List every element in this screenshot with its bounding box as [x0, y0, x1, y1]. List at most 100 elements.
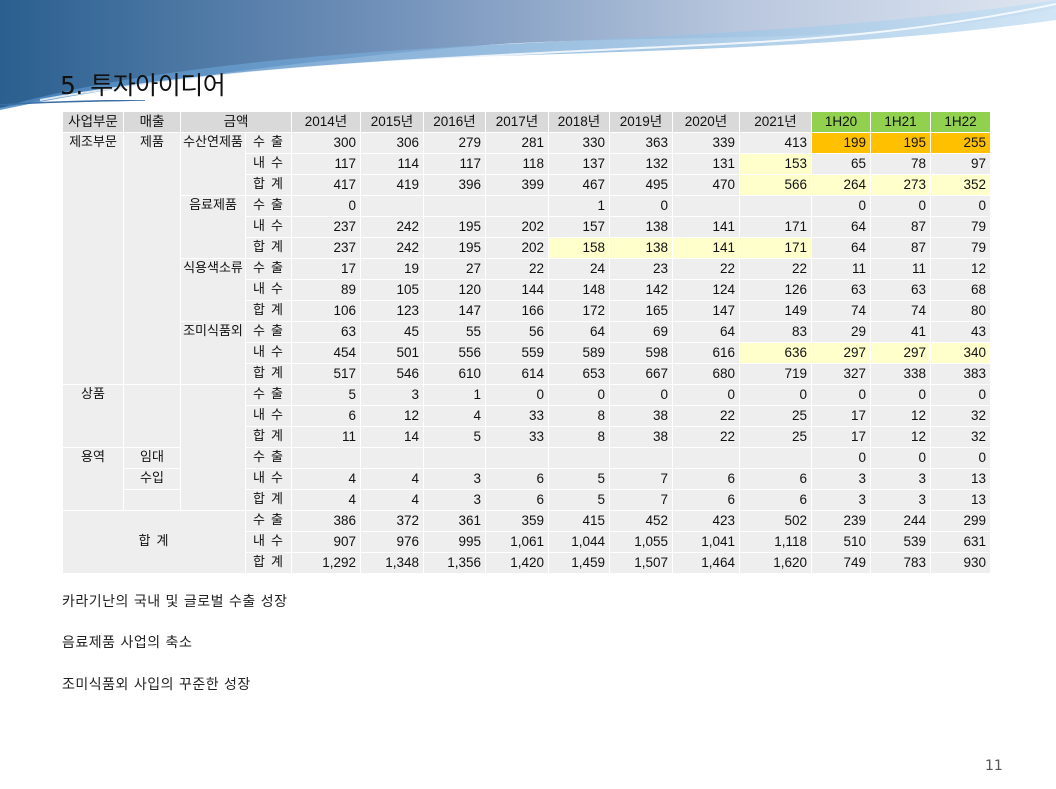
header-cell: 매출 [123, 111, 181, 133]
table-cell: 199 [811, 132, 871, 154]
table-cell: 363 [609, 132, 673, 154]
table-cell: 32 [930, 405, 991, 427]
table-cell: 589 [548, 342, 610, 364]
table-row: 내 수 237 242 195 202 157 138 141 171 64 87 79 [63, 216, 991, 238]
table-cell: 195 [423, 216, 486, 238]
table-cell: 1 [548, 195, 610, 217]
table-row: 내 수 117 114 117 118 137 132 131 153 65 78 97 [63, 153, 991, 175]
table-cell: 1,041 [672, 531, 740, 553]
table-cell [609, 447, 673, 469]
table-cell: 244 [870, 510, 931, 532]
header-cell: 1H20 [811, 111, 871, 133]
table-cell: 415 [548, 510, 610, 532]
table-cell: 559 [485, 342, 549, 364]
table-cell: 995 [423, 531, 486, 553]
table-cell: 279 [423, 132, 486, 154]
row-sublabel: 합 계 [245, 552, 292, 574]
table-cell: 195 [870, 132, 931, 154]
table-cell: 17 [291, 258, 361, 280]
table-cell: 5 [548, 468, 610, 490]
table-cell: 1,292 [291, 552, 361, 574]
table-cell: 255 [930, 132, 991, 154]
table-cell: 454 [291, 342, 361, 364]
table-cell: 306 [360, 132, 424, 154]
table-cell: 299 [930, 510, 991, 532]
table-cell: 273 [870, 174, 931, 196]
table-cell: 105 [360, 279, 424, 301]
table-cell: 74 [870, 300, 931, 322]
table-cell: 3 [423, 489, 486, 511]
table-cell: 4 [291, 489, 361, 511]
table-cell: 4 [291, 468, 361, 490]
table-cell: 64 [548, 321, 610, 343]
row-sublabel: 내 수 [245, 342, 292, 364]
table-row: 수입 내 수 4 4 3 6 5 7 6 6 3 3 13 [63, 468, 991, 490]
table-cell: 22 [672, 426, 740, 448]
table-cell: 38 [609, 426, 673, 448]
table-cell: 1,507 [609, 552, 673, 574]
table-cell: 976 [360, 531, 424, 553]
table-cell: 17 [811, 426, 871, 448]
table-cell: 69 [609, 321, 673, 343]
table-row: 내 수 89 105 120 144 148 142 124 126 63 63 68 [63, 279, 991, 301]
table-cell: 12 [870, 405, 931, 427]
header-wave-decoration [0, 0, 1056, 110]
header-cell: 사업부문 [62, 111, 124, 133]
table-cell: 87 [870, 216, 931, 238]
table-cell: 359 [485, 510, 549, 532]
header-cell: 1H22 [930, 111, 991, 133]
table-cell: 610 [423, 363, 486, 385]
row-label-service: 용역 [62, 447, 124, 511]
table-cell: 147 [423, 300, 486, 322]
table-row: 합 계 417 419 396 399 467 495 470 566 264 273 352 [63, 174, 991, 196]
table-cell: 0 [672, 384, 740, 406]
table-cell: 202 [485, 237, 549, 259]
table-cell: 0 [811, 384, 871, 406]
table-cell: 383 [930, 363, 991, 385]
table-cell: 327 [811, 363, 871, 385]
table-cell: 0 [609, 195, 673, 217]
table-cell: 470 [672, 174, 740, 196]
table-cell: 0 [485, 384, 549, 406]
table-cell: 352 [930, 174, 991, 196]
table-cell: 0 [811, 195, 871, 217]
page-number: 11 [985, 758, 1003, 774]
table-cell: 141 [672, 216, 740, 238]
header-cell: 2015년 [360, 111, 424, 133]
table-cell: 8 [548, 426, 610, 448]
header-cell: 2018년 [548, 111, 610, 133]
table-cell: 6 [672, 489, 740, 511]
table-cell: 5 [548, 489, 610, 511]
table-cell: 1,420 [485, 552, 549, 574]
table-cell: 19 [360, 258, 424, 280]
table-cell: 614 [485, 363, 549, 385]
table-cell: 64 [672, 321, 740, 343]
table-cell: 171 [739, 216, 812, 238]
table-cell: 87 [870, 237, 931, 259]
note-1: 카라기난의 국내 및 글로벌 수출 성장 [62, 594, 288, 610]
table-cell: 6 [485, 489, 549, 511]
table-cell: 372 [360, 510, 424, 532]
table-cell [739, 195, 812, 217]
row-sublabel: 수 출 [245, 321, 292, 343]
row-sublabel: 합 계 [245, 363, 292, 385]
table-cell: 24 [548, 258, 610, 280]
row-label-goods: 상품 [62, 384, 124, 448]
table-cell: 616 [672, 342, 740, 364]
table-cell: 22 [485, 258, 549, 280]
header-cell: 1H21 [870, 111, 931, 133]
table-cell: 38 [609, 405, 673, 427]
header-cell: 금액 [180, 111, 292, 133]
table-cell: 242 [360, 216, 424, 238]
table-cell: 1,356 [423, 552, 486, 574]
table-cell: 3 [811, 468, 871, 490]
table-cell: 0 [870, 447, 931, 469]
table-cell: 338 [870, 363, 931, 385]
table-cell: 45 [360, 321, 424, 343]
table-cell: 4 [360, 468, 424, 490]
table-cell [360, 447, 424, 469]
table-cell: 419 [360, 174, 424, 196]
table-cell: 120 [423, 279, 486, 301]
row-label-manufacturing: 제조부문 [62, 132, 124, 385]
row-sublabel: 합 계 [245, 237, 292, 259]
